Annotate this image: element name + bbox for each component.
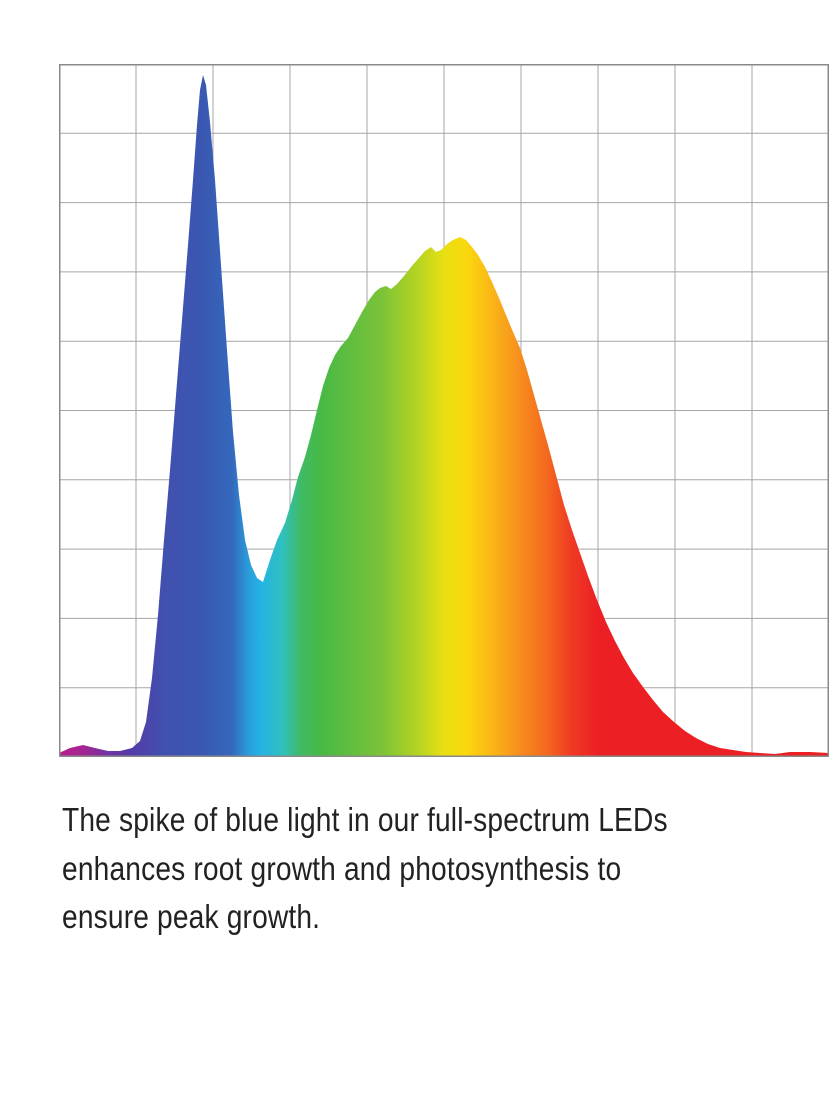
spectrum-chart: [59, 64, 829, 757]
plot-border: [59, 64, 829, 757]
caption-line-2: enhances root growth and photosynthesis …: [62, 850, 622, 888]
caption-line-3: ensure peak growth.: [62, 899, 321, 936]
spectrum-chart-svg: [59, 64, 829, 757]
caption: The spike of blue light in our full-spec…: [62, 797, 822, 943]
caption-line-1: The spike of blue light in our full-spec…: [62, 802, 668, 839]
spectrum-area: [59, 75, 829, 757]
